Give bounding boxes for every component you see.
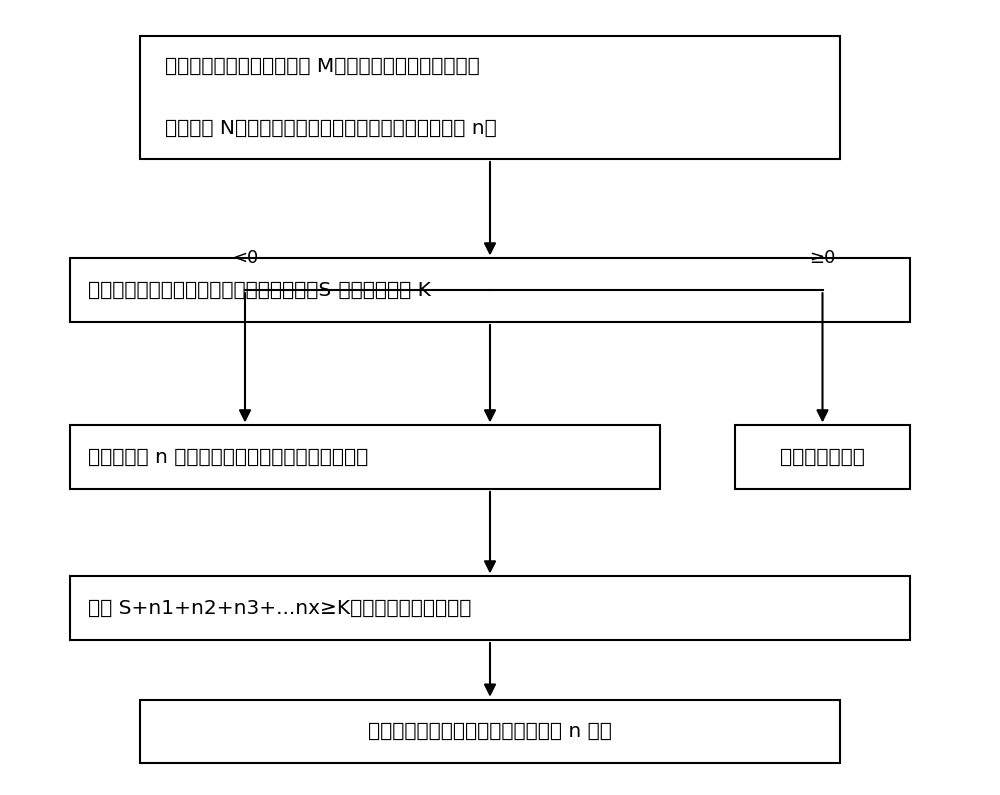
FancyBboxPatch shape	[70, 425, 660, 489]
Text: 充电柜内设有若干充电支路 M，任一所述充电支路移动电

源数量为 N，任一所述充电支路待充电移动电源数量为 n；: 充电柜内设有若干充电支路 M，任一所述充电支路移动电 源数量为 N，任一所述充电…	[165, 57, 497, 138]
Text: 判断当前充电柜内可供借出的移动电源数量S-系统预设数量 K: 判断当前充电柜内可供借出的移动电源数量S-系统预设数量 K	[88, 281, 431, 300]
Text: 将充电支路 n 数值从大到小依次生成充电推荐序列: 将充电支路 n 数值从大到小依次生成充电推荐序列	[88, 448, 368, 467]
Text: 直到 S+n1+n2+n3+...nx≥K，则停止生成推荐序列: 直到 S+n1+n2+n3+...nx≥K，则停止生成推荐序列	[88, 599, 471, 618]
Text: 充电系统不工作: 充电系统不工作	[780, 448, 865, 467]
FancyBboxPatch shape	[140, 36, 840, 159]
FancyBboxPatch shape	[735, 425, 910, 489]
Text: <0: <0	[232, 250, 258, 267]
Text: 给生成的推荐序列支路上的移动电源 n 充电: 给生成的推荐序列支路上的移动电源 n 充电	[368, 722, 612, 741]
Text: ≥0: ≥0	[809, 250, 836, 267]
FancyBboxPatch shape	[70, 258, 910, 322]
FancyBboxPatch shape	[140, 700, 840, 763]
FancyBboxPatch shape	[70, 576, 910, 640]
